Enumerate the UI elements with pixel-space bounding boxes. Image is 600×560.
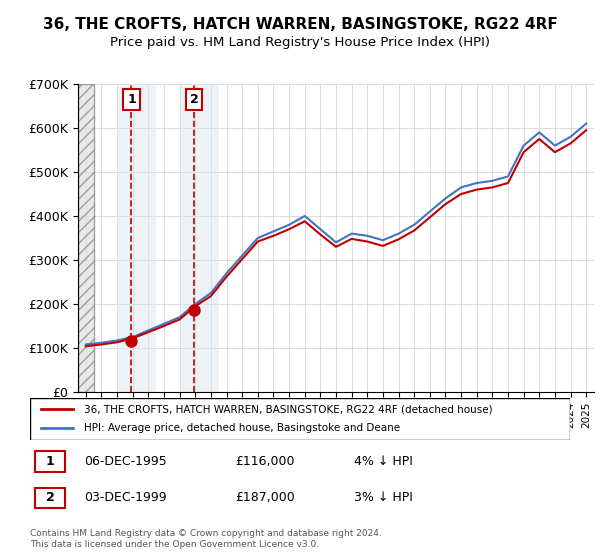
HPI: Average price, detached house, Basingstoke and Deane: (2.01e+03, 3.4e+05): Average price, detached house, Basingsto… [332,239,340,246]
36, THE CROFTS, HATCH WARREN, BASINGSTOKE, RG22 4RF (detached house) [505,180,512,186]
HPI: Average price, detached house, Basingstoke and Deane: (2e+03, 2.25e+05): Average price, detached house, Basingsto… [208,290,215,296]
HPI: Average price, detached house, Basingstoke and Deane: (2.02e+03, 6.1e+05): Average price, detached house, Basingsto… [583,120,590,127]
HPI: Average price, detached house, Basingstoke and Deane: (2.02e+03, 5.9e+05): Average price, detached house, Basingsto… [536,129,543,136]
Text: Price paid vs. HM Land Registry's House Price Index (HPI): Price paid vs. HM Land Registry's House … [110,36,490,49]
HPI: Average price, detached house, Basingstoke and Deane: (2.02e+03, 4.65e+05): Average price, detached house, Basingsto… [457,184,464,191]
36, THE CROFTS, HATCH WARREN, BASINGSTOKE, RG22 4RF (detached house) [442,200,449,207]
HPI: Average price, detached house, Basingstoke and Deane: (2.01e+03, 4e+05): Average price, detached house, Basingsto… [301,213,308,220]
36, THE CROFTS, HATCH WARREN, BASINGSTOKE, RG22 4RF (detached house) [520,149,527,156]
Text: Contains HM Land Registry data © Crown copyright and database right 2024.
This d: Contains HM Land Registry data © Crown c… [30,529,382,549]
Text: 03-DEC-1999: 03-DEC-1999 [84,491,167,504]
Text: 3% ↓ HPI: 3% ↓ HPI [354,491,413,504]
Text: 2: 2 [46,491,55,504]
Text: 1: 1 [127,93,136,106]
36, THE CROFTS, HATCH WARREN, BASINGSTOKE, RG22 4RF (detached house) [410,227,418,234]
36, THE CROFTS, HATCH WARREN, BASINGSTOKE, RG22 4RF (detached house) [286,226,293,232]
Text: 36, THE CROFTS, HATCH WARREN, BASINGSTOKE, RG22 4RF: 36, THE CROFTS, HATCH WARREN, BASINGSTOK… [43,17,557,32]
HPI: Average price, detached house, Basingstoke and Deane: (2e+03, 2e+05): Average price, detached house, Basingsto… [191,301,199,307]
36, THE CROFTS, HATCH WARREN, BASINGSTOKE, RG22 4RF (detached house) [317,231,324,238]
FancyBboxPatch shape [35,488,65,508]
Text: 4% ↓ HPI: 4% ↓ HPI [354,455,413,468]
36, THE CROFTS, HATCH WARREN, BASINGSTOKE, RG22 4RF (detached house) [473,186,481,193]
HPI: Average price, detached house, Basingstoke and Deane: (1.99e+03, 1.12e+05): Average price, detached house, Basingsto… [98,339,105,346]
36, THE CROFTS, HATCH WARREN, BASINGSTOKE, RG22 4RF (detached house) [208,293,215,300]
36, THE CROFTS, HATCH WARREN, BASINGSTOKE, RG22 4RF (detached house) [551,149,559,156]
Bar [78,84,94,392]
HPI: Average price, detached house, Basingstoke and Deane: (2.02e+03, 5.6e+05): Average price, detached house, Basingsto… [520,142,527,149]
HPI: Average price, detached house, Basingstoke and Deane: (2.02e+03, 4.4e+05): Average price, detached house, Basingsto… [442,195,449,202]
36, THE CROFTS, HATCH WARREN, BASINGSTOKE, RG22 4RF (detached house) [239,256,246,263]
HPI: Average price, detached house, Basingstoke and Deane: (2.02e+03, 5.6e+05): Average price, detached house, Basingsto… [551,142,559,149]
36, THE CROFTS, HATCH WARREN, BASINGSTOKE, RG22 4RF (detached house) [364,238,371,245]
Text: 36, THE CROFTS, HATCH WARREN, BASINGSTOKE, RG22 4RF (detached house): 36, THE CROFTS, HATCH WARREN, BASINGSTOK… [84,404,493,414]
36, THE CROFTS, HATCH WARREN, BASINGSTOKE, RG22 4RF (detached house) [332,244,340,250]
36, THE CROFTS, HATCH WARREN, BASINGSTOKE, RG22 4RF (detached house) [160,323,167,329]
36, THE CROFTS, HATCH WARREN, BASINGSTOKE, RG22 4RF (detached house) [176,316,183,323]
HPI: Average price, detached house, Basingstoke and Deane: (2e+03, 1.7e+05): Average price, detached house, Basingsto… [176,314,183,320]
Text: £187,000: £187,000 [235,491,295,504]
36, THE CROFTS, HATCH WARREN, BASINGSTOKE, RG22 4RF (detached house) [254,238,262,245]
Bar [117,84,156,392]
Line: HPI: Average price, detached house, Basingstoke and Deane: HPI: Average price, detached house, Basi… [86,124,586,344]
HPI: Average price, detached house, Basingstoke and Deane: (2e+03, 1.17e+05): Average price, detached house, Basingsto… [113,337,121,344]
36, THE CROFTS, HATCH WARREN, BASINGSTOKE, RG22 4RF (detached house) [82,343,89,349]
HPI: Average price, detached house, Basingstoke and Deane: (2e+03, 1.25e+05): Average price, detached house, Basingsto… [129,334,136,340]
FancyBboxPatch shape [35,451,65,472]
36, THE CROFTS, HATCH WARREN, BASINGSTOKE, RG22 4RF (detached house) [113,339,121,346]
HPI: Average price, detached house, Basingstoke and Deane: (2e+03, 1.4e+05): Average price, detached house, Basingsto… [145,327,152,334]
HPI: Average price, detached house, Basingstoke and Deane: (2.01e+03, 3.8e+05): Average price, detached house, Basingsto… [286,221,293,228]
36, THE CROFTS, HATCH WARREN, BASINGSTOKE, RG22 4RF (detached house) [536,136,543,142]
HPI: Average price, detached house, Basingstoke and Deane: (2.01e+03, 3.7e+05): Average price, detached house, Basingsto… [317,226,324,232]
HPI: Average price, detached house, Basingstoke and Deane: (2.01e+03, 3.45e+05): Average price, detached house, Basingsto… [379,237,386,244]
Bar [179,84,219,392]
HPI: Average price, detached house, Basingstoke and Deane: (2e+03, 2.7e+05): Average price, detached house, Basingsto… [223,270,230,277]
Text: 2: 2 [190,93,199,106]
36, THE CROFTS, HATCH WARREN, BASINGSTOKE, RG22 4RF (detached house) [348,236,355,242]
HPI: Average price, detached house, Basingstoke and Deane: (2.01e+03, 3.8e+05): Average price, detached house, Basingsto… [410,221,418,228]
Text: 1: 1 [46,455,55,468]
36, THE CROFTS, HATCH WARREN, BASINGSTOKE, RG22 4RF (detached house) [395,236,402,242]
HPI: Average price, detached house, Basingstoke and Deane: (2e+03, 3.65e+05): Average price, detached house, Basingsto… [270,228,277,235]
HPI: Average price, detached house, Basingstoke and Deane: (2.02e+03, 4.8e+05): Average price, detached house, Basingsto… [489,178,496,184]
Text: HPI: Average price, detached house, Basingstoke and Deane: HPI: Average price, detached house, Basi… [84,423,400,433]
HPI: Average price, detached house, Basingstoke and Deane: (2.02e+03, 4.1e+05): Average price, detached house, Basingsto… [426,208,433,215]
HPI: Average price, detached house, Basingstoke and Deane: (2.02e+03, 5.8e+05): Average price, detached house, Basingsto… [567,133,574,140]
HPI: Average price, detached house, Basingstoke and Deane: (2.01e+03, 3.6e+05): Average price, detached house, Basingsto… [395,230,402,237]
HPI: Average price, detached house, Basingstoke and Deane: (2.02e+03, 4.75e+05): Average price, detached house, Basingsto… [473,180,481,186]
HPI: Average price, detached house, Basingstoke and Deane: (2e+03, 3.1e+05): Average price, detached house, Basingsto… [239,252,246,259]
HPI: Average price, detached house, Basingstoke and Deane: (2.01e+03, 3.55e+05): Average price, detached house, Basingsto… [364,232,371,239]
36, THE CROFTS, HATCH WARREN, BASINGSTOKE, RG22 4RF (detached house) [379,242,386,249]
36, THE CROFTS, HATCH WARREN, BASINGSTOKE, RG22 4RF (detached house) [223,273,230,280]
36, THE CROFTS, HATCH WARREN, BASINGSTOKE, RG22 4RF (detached house) [145,329,152,335]
HPI: Average price, detached house, Basingstoke and Deane: (2.02e+03, 4.9e+05): Average price, detached house, Basingsto… [505,173,512,180]
36, THE CROFTS, HATCH WARREN, BASINGSTOKE, RG22 4RF (detached house) [489,184,496,191]
36, THE CROFTS, HATCH WARREN, BASINGSTOKE, RG22 4RF (detached house) [270,232,277,239]
Text: £116,000: £116,000 [235,455,295,468]
36, THE CROFTS, HATCH WARREN, BASINGSTOKE, RG22 4RF (detached house) [457,190,464,197]
HPI: Average price, detached house, Basingstoke and Deane: (2.01e+03, 3.6e+05): Average price, detached house, Basingsto… [348,230,355,237]
36, THE CROFTS, HATCH WARREN, BASINGSTOKE, RG22 4RF (detached house) [301,218,308,225]
36, THE CROFTS, HATCH WARREN, BASINGSTOKE, RG22 4RF (detached house) [567,140,574,147]
Line: 36, THE CROFTS, HATCH WARREN, BASINGSTOKE, RG22 4RF (detached house): 36, THE CROFTS, HATCH WARREN, BASINGSTOK… [86,130,586,346]
HPI: Average price, detached house, Basingstoke and Deane: (2e+03, 1.55e+05): Average price, detached house, Basingsto… [160,320,167,327]
FancyBboxPatch shape [30,398,570,440]
36, THE CROFTS, HATCH WARREN, BASINGSTOKE, RG22 4RF (detached house) [129,335,136,342]
36, THE CROFTS, HATCH WARREN, BASINGSTOKE, RG22 4RF (detached house) [191,303,199,310]
HPI: Average price, detached house, Basingstoke and Deane: (1.99e+03, 1.08e+05): Average price, detached house, Basingsto… [82,341,89,348]
Text: 06-DEC-1995: 06-DEC-1995 [84,455,167,468]
HPI: Average price, detached house, Basingstoke and Deane: (2e+03, 3.5e+05): Average price, detached house, Basingsto… [254,235,262,241]
36, THE CROFTS, HATCH WARREN, BASINGSTOKE, RG22 4RF (detached house) [98,341,105,348]
36, THE CROFTS, HATCH WARREN, BASINGSTOKE, RG22 4RF (detached house) [583,127,590,133]
36, THE CROFTS, HATCH WARREN, BASINGSTOKE, RG22 4RF (detached house) [426,214,433,221]
